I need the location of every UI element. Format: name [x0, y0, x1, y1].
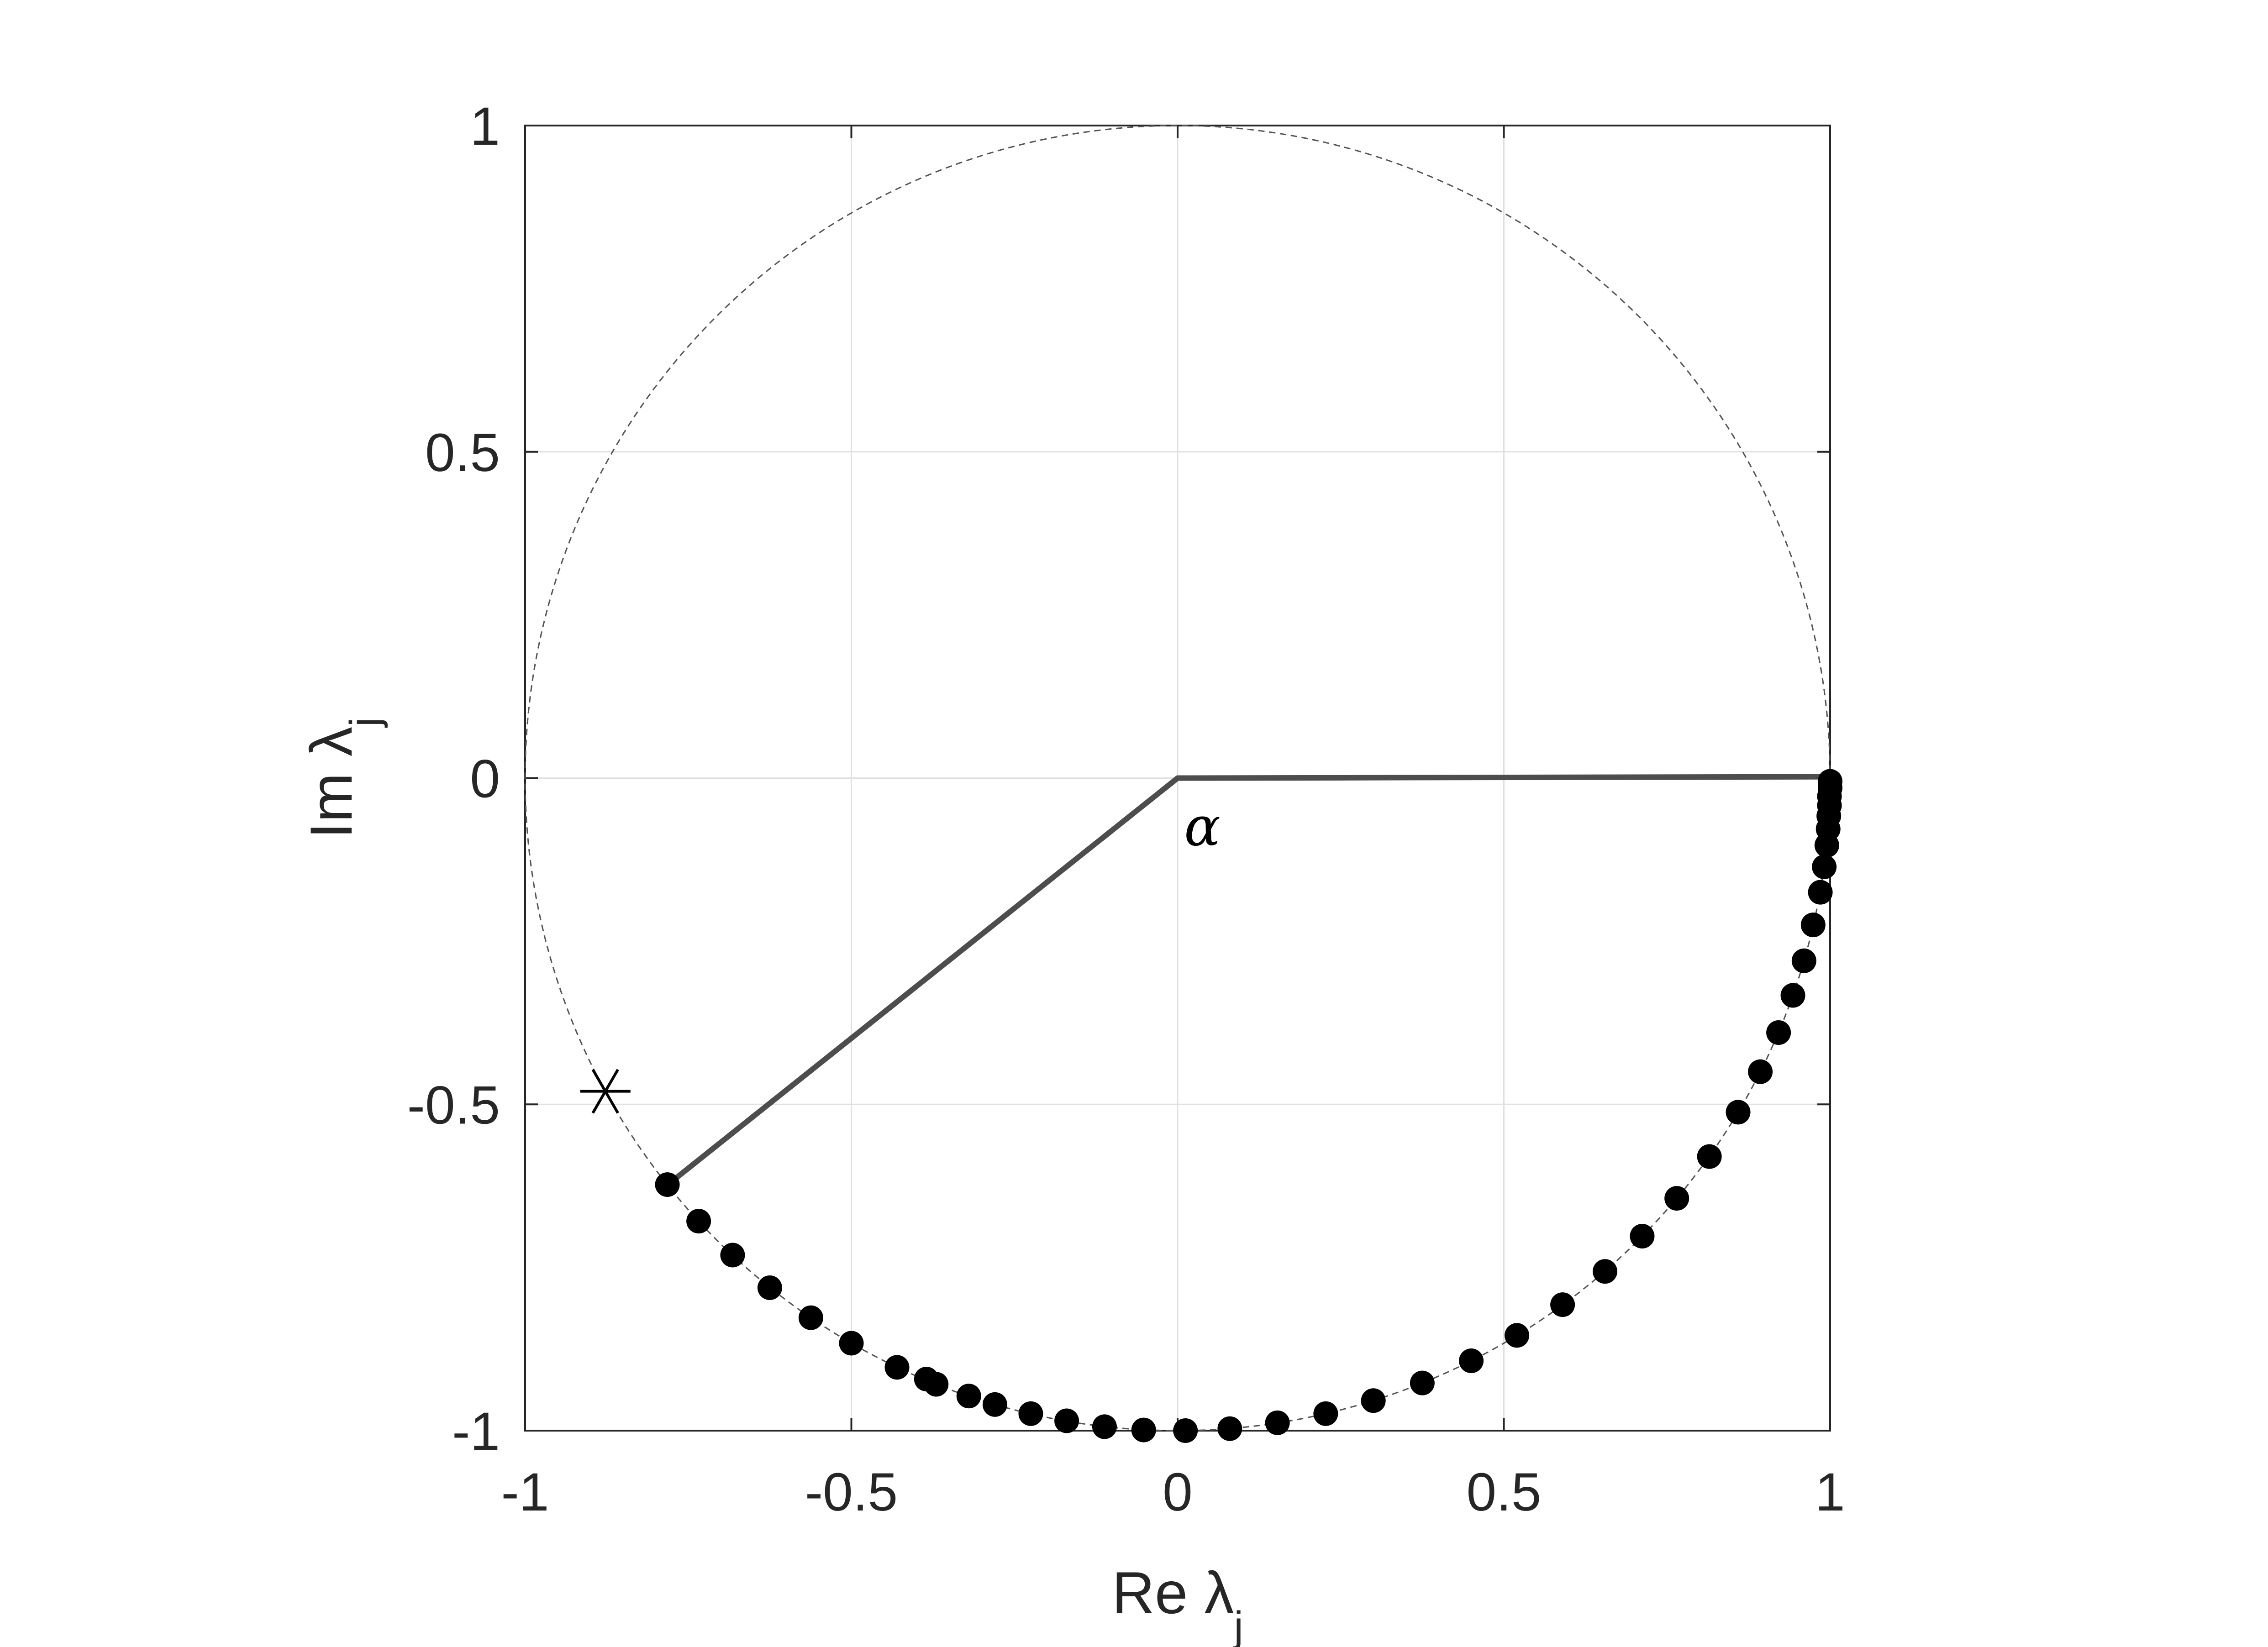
eigenvalue-point-36 — [884, 1355, 910, 1380]
x-axis-label: Re λj — [1112, 1559, 1243, 1647]
eigenvalue-point-37 — [839, 1331, 864, 1356]
eigenvalue-point-23 — [1361, 1388, 1386, 1413]
angle-lines-layer — [669, 774, 1833, 1184]
y-axis-label: Im λj — [298, 718, 388, 839]
eigenvalue-point-24 — [1313, 1401, 1338, 1426]
eigenvalue-point-22 — [1410, 1370, 1435, 1395]
eigenvalue-point-6 — [1814, 833, 1839, 858]
eigenvalue-point-8 — [1808, 880, 1833, 905]
angle-line-0 — [1175, 774, 1833, 781]
y-axis-label-subscript: j — [342, 718, 388, 728]
angle-line-1 — [669, 775, 1180, 1184]
y-tick-label-2: 0 — [470, 749, 500, 809]
eigenvalue-point-16 — [1664, 1186, 1689, 1211]
eigenvalue-point-11 — [1780, 983, 1805, 1008]
eigenvalue-point-31 — [1018, 1401, 1043, 1426]
eigenvalue-point-10 — [1791, 948, 1816, 973]
y-axis-label-text: Im — [298, 756, 364, 839]
eigenvalue-point-12 — [1766, 1020, 1791, 1045]
x-axis-label-subscript: j — [1232, 1603, 1243, 1647]
star-marker-stroke-2 — [591, 1069, 619, 1114]
eigenvalue-point-21 — [1459, 1348, 1484, 1374]
star-marker-layer — [580, 1069, 631, 1114]
eigenvalue-point-9 — [1800, 913, 1826, 938]
eigenvalue-point-20 — [1505, 1323, 1530, 1348]
x-tick-label-2: 0 — [1163, 1462, 1193, 1522]
eigenvalue-points-layer — [655, 769, 1842, 1443]
eigenvalue-point-35 — [914, 1367, 939, 1392]
eigenvalue-point-33 — [956, 1384, 981, 1409]
tick-labels-layer: -1 -0.5 0 0.5 1 -1 -0.5 0 0.5 1 — [407, 96, 1845, 1522]
eigenvalue-point-14 — [1726, 1100, 1751, 1125]
eigenvalue-point-40 — [720, 1243, 745, 1268]
eigenvalue-point-18 — [1592, 1259, 1617, 1284]
eigenvalue-point-28 — [1131, 1417, 1156, 1442]
x-tick-label-0: -1 — [501, 1462, 549, 1522]
eigenvalue-point-25 — [1265, 1410, 1290, 1435]
y-axis-label-symbol: λ — [298, 727, 364, 756]
eigenvalue-point-13 — [1748, 1059, 1773, 1084]
eigenvalue-point-17 — [1630, 1224, 1655, 1249]
eigenvalue-point-27 — [1173, 1418, 1198, 1443]
y-tick-label-0: -1 — [452, 1401, 500, 1462]
eigenvalue-point-32 — [982, 1392, 1007, 1417]
y-tick-label-3: 0.5 — [425, 423, 500, 483]
eigenvalue-point-38 — [798, 1305, 823, 1330]
eigenvalue-point-29 — [1092, 1414, 1117, 1439]
eigenvalue-point-39 — [757, 1275, 782, 1300]
eigenvalue-point-42 — [655, 1172, 680, 1197]
eigenvalue-point-7 — [1812, 854, 1837, 879]
eigenvalue-point-41 — [686, 1209, 711, 1234]
eigenvalue-point-19 — [1550, 1292, 1575, 1317]
eigenvalue-point-30 — [1054, 1408, 1079, 1433]
y-tick-label-4: 1 — [470, 96, 500, 157]
eigenvalue-point-15 — [1697, 1144, 1722, 1169]
y-tick-label-1: -0.5 — [407, 1075, 500, 1135]
x-axis-label-symbol: λ — [1204, 1559, 1234, 1626]
x-tick-label-3: 0.5 — [1466, 1462, 1541, 1522]
angle-annotation-alpha: α — [1184, 795, 1221, 858]
x-tick-label-1: -0.5 — [805, 1462, 898, 1522]
x-axis-label-text: Re — [1112, 1559, 1204, 1626]
x-tick-label-4: 1 — [1815, 1462, 1845, 1522]
eigenvalue-point-26 — [1217, 1416, 1242, 1441]
